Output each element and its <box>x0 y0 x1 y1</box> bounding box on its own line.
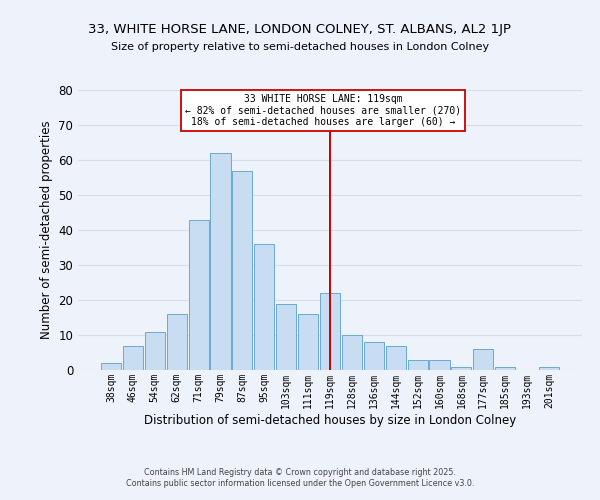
Text: 33 WHITE HORSE LANE: 119sqm
← 82% of semi-detached houses are smaller (270)
18% : 33 WHITE HORSE LANE: 119sqm ← 82% of sem… <box>185 94 461 126</box>
Text: 33, WHITE HORSE LANE, LONDON COLNEY, ST. ALBANS, AL2 1JP: 33, WHITE HORSE LANE, LONDON COLNEY, ST.… <box>89 22 511 36</box>
Bar <box>473 349 493 370</box>
Bar <box>364 342 384 370</box>
Bar <box>451 366 472 370</box>
Bar <box>276 304 296 370</box>
Bar <box>167 314 187 370</box>
Bar <box>342 335 362 370</box>
Bar <box>145 332 165 370</box>
Bar <box>430 360 449 370</box>
Bar <box>539 366 559 370</box>
Text: Size of property relative to semi-detached houses in London Colney: Size of property relative to semi-detach… <box>111 42 489 52</box>
Bar <box>320 293 340 370</box>
Bar <box>211 153 230 370</box>
Y-axis label: Number of semi-detached properties: Number of semi-detached properties <box>40 120 53 340</box>
Bar <box>188 220 209 370</box>
Text: Contains HM Land Registry data © Crown copyright and database right 2025.
Contai: Contains HM Land Registry data © Crown c… <box>126 468 474 487</box>
Bar <box>386 346 406 370</box>
Bar <box>232 170 253 370</box>
Bar <box>101 363 121 370</box>
Bar <box>495 366 515 370</box>
X-axis label: Distribution of semi-detached houses by size in London Colney: Distribution of semi-detached houses by … <box>144 414 516 426</box>
Bar <box>407 360 428 370</box>
Bar <box>254 244 274 370</box>
Bar <box>123 346 143 370</box>
Bar <box>298 314 318 370</box>
